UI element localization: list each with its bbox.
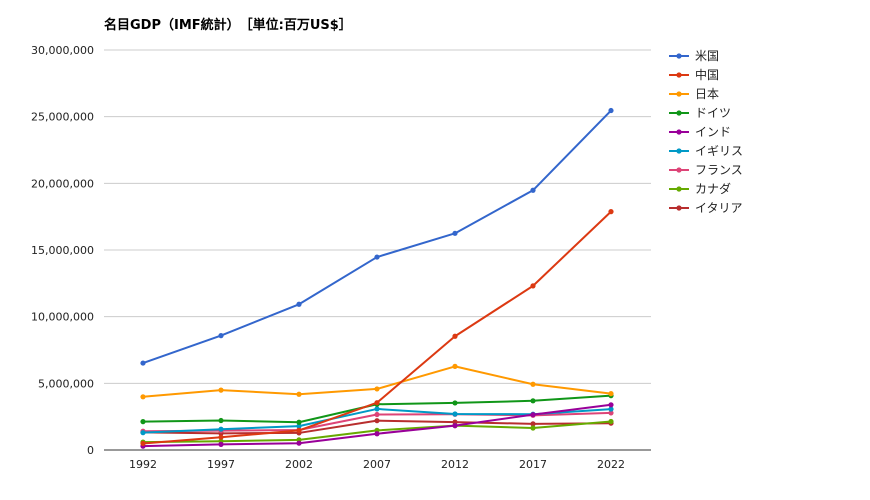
data-point: [452, 423, 458, 429]
legend-item: カナダ: [669, 181, 731, 196]
legend-swatch-marker: [676, 110, 682, 116]
data-point: [374, 418, 380, 424]
data-point: [296, 301, 302, 307]
x-tick-label: 2022: [597, 458, 625, 471]
data-point: [374, 400, 380, 406]
legend-swatch-marker: [676, 91, 682, 97]
data-point: [530, 398, 536, 404]
data-point: [608, 418, 614, 425]
data-point: [608, 402, 614, 408]
legend-item: イタリア: [669, 201, 743, 215]
legend-item: インド: [669, 125, 731, 139]
data-point: [140, 440, 146, 447]
legend-item: 米国: [669, 49, 719, 63]
x-tick-label: 1997: [207, 458, 235, 471]
data-point: [452, 363, 458, 369]
data-point: [296, 427, 302, 433]
data-point: [530, 412, 536, 418]
legend-swatch-marker: [676, 167, 682, 173]
data-point: [452, 333, 458, 339]
legend-item: フランス: [669, 163, 743, 177]
data-point: [530, 283, 536, 289]
legend-swatch-marker: [676, 72, 682, 78]
legend-swatch-marker: [676, 186, 682, 192]
y-tick-label: 20,000,000: [31, 177, 94, 190]
chart-title: 名目GDP（IMF統計） ［単位:百万US$］: [104, 17, 352, 33]
legend-swatch-marker: [676, 53, 682, 59]
x-tick-label: 2012: [441, 458, 469, 471]
data-point: [296, 440, 302, 446]
x-tick-label: 2002: [285, 458, 313, 471]
legend-label: 米国: [695, 49, 719, 63]
legend-swatch-marker: [676, 148, 682, 154]
data-point: [218, 387, 224, 393]
data-point: [218, 441, 224, 447]
y-tick-label: 15,000,000: [31, 244, 94, 257]
grid-layer: [104, 49, 651, 384]
data-point: [530, 381, 536, 387]
data-point: [530, 187, 536, 193]
legend-label: インド: [695, 125, 731, 139]
data-point: [452, 400, 458, 406]
data-point: [140, 394, 146, 400]
data-point: [140, 419, 146, 425]
data-point: [374, 386, 380, 392]
y-tick-label: 0: [87, 444, 94, 457]
legend-label: フランス: [695, 163, 743, 177]
x-tick-label: 1992: [129, 458, 157, 471]
data-point: [218, 333, 224, 339]
data-point: [296, 391, 302, 397]
data-point: [608, 391, 614, 397]
series-5: [140, 402, 614, 449]
legend-label: カナダ: [695, 181, 731, 196]
legend-label: 日本: [695, 87, 719, 101]
data-point: [530, 425, 536, 431]
data-point: [374, 411, 380, 418]
series-3: [140, 363, 614, 400]
legend-label: イギリス: [695, 144, 743, 158]
data-point: [140, 360, 146, 366]
legend-item: ドイツ: [669, 106, 731, 120]
series-1: [140, 107, 614, 366]
legend-item: イギリス: [669, 144, 743, 158]
y-tick-label: 25,000,000: [31, 111, 94, 124]
data-point: [374, 254, 380, 260]
data-point: [452, 411, 458, 417]
data-point: [608, 107, 614, 114]
data-point: [218, 417, 224, 424]
x-tick-label: 2007: [363, 458, 391, 471]
data-point: [218, 434, 224, 440]
legend-swatch-marker: [676, 205, 682, 211]
data-point: [608, 406, 614, 412]
legend-item: 日本: [669, 87, 719, 101]
data-point: [374, 406, 380, 412]
data-point: [374, 431, 380, 437]
data-point: [530, 421, 536, 427]
legend-item: 中国: [669, 67, 719, 82]
axis-layer: 0 5,000,000 10,000,000 15,000,000 20,000,000…: [31, 44, 651, 471]
y-tick-label: 30,000,000: [31, 44, 94, 57]
series-line: [142, 109, 612, 365]
data-point: [608, 410, 614, 416]
data-point: [608, 209, 614, 215]
x-tick-label: 2017: [519, 458, 547, 471]
series-layer: [140, 107, 614, 449]
series-2: [140, 209, 614, 447]
legend-label: イタリア: [695, 201, 743, 215]
legend-label: 中国: [695, 67, 719, 82]
data-point: [296, 419, 302, 425]
y-tick-label: 10,000,000: [31, 311, 94, 324]
legend-label: ドイツ: [695, 106, 731, 120]
y-tick-label: 5,000,000: [38, 377, 94, 390]
data-point: [140, 430, 146, 436]
data-point: [296, 423, 302, 429]
data-point: [218, 426, 224, 432]
legend-swatch-marker: [676, 129, 682, 135]
series-line: [142, 365, 612, 398]
data-point: [452, 230, 458, 236]
